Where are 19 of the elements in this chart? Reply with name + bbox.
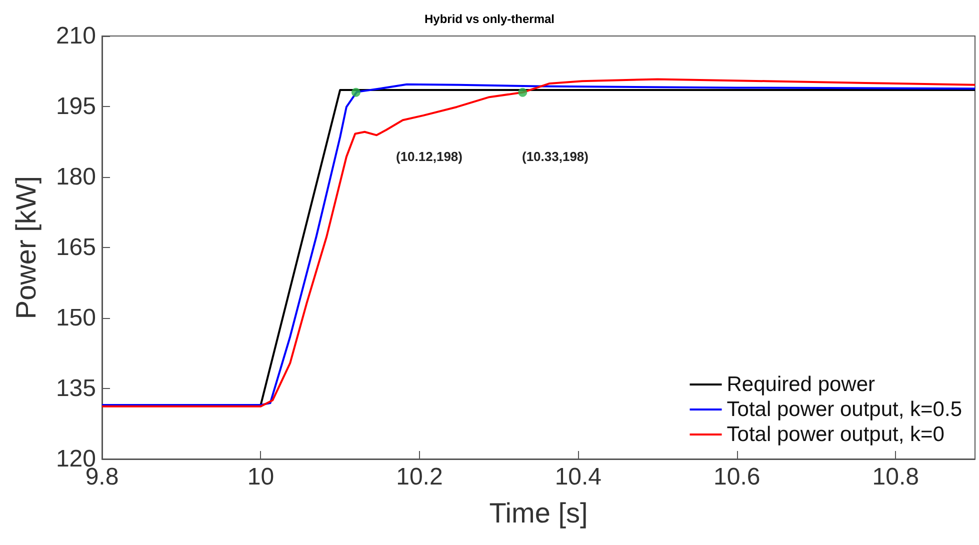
annotation: (10.12,198): [396, 149, 462, 164]
y-tick-label: 195: [56, 93, 96, 120]
y-tick-label: 180: [56, 164, 96, 190]
x-tick-label: 10.6: [714, 464, 760, 490]
y-tick-label: 210: [56, 22, 96, 50]
legend-label: Total power output, k=0.5: [726, 398, 962, 421]
chart-title: Hybrid vs only-thermal: [424, 12, 555, 26]
annotation: (10.33,198): [522, 149, 588, 164]
legend-label: Required power: [726, 373, 876, 396]
x-axis-title: Time [s]: [489, 498, 588, 528]
y-tick-label: 135: [56, 375, 96, 402]
x-tick-label: 10.4: [554, 464, 602, 490]
x-tick-label: 10: [247, 464, 274, 490]
y-tick-label: 165: [56, 234, 96, 261]
y-tick-label: 150: [56, 304, 96, 332]
y-axis-title: Power [kW]: [10, 176, 42, 320]
x-tick-label: 10.2: [396, 464, 443, 490]
x-tick-label: 10.8: [872, 464, 919, 490]
legend-label: Total power output, k=0: [726, 423, 944, 446]
